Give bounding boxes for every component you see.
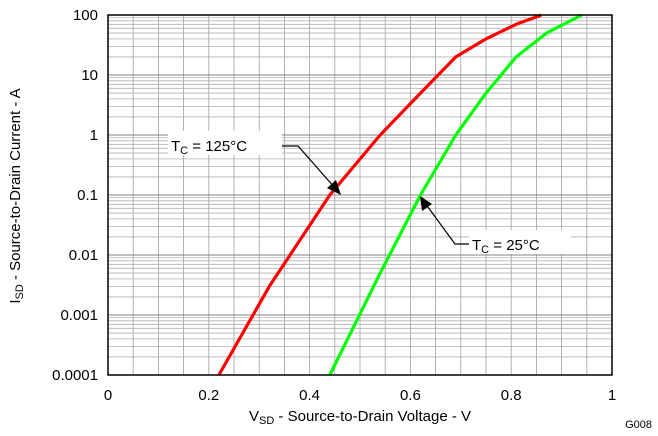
y-tick-labels: 0.0001 0.001 0.01 0.1 1 10 100 xyxy=(52,7,98,384)
x-tick-label: 0.2 xyxy=(198,387,219,404)
y-tick-label: 10 xyxy=(81,67,98,84)
y-tick-label: 0.001 xyxy=(60,307,98,324)
x-tick-labels: 0 0.2 0.4 0.6 0.8 1 xyxy=(104,387,616,404)
x-tick-label: 1 xyxy=(608,387,616,404)
callout-125c-box xyxy=(168,131,282,155)
callout-25c-box xyxy=(469,230,571,254)
callout-125c-text: TC = 125°C xyxy=(171,138,247,157)
series-layer xyxy=(217,13,583,376)
callout-25c-leader xyxy=(424,202,469,245)
y-tick-label: 1 xyxy=(90,127,98,144)
callout-125c-arrowhead xyxy=(327,180,341,195)
y-tick-label: 0.0001 xyxy=(52,367,98,384)
x-axis-label: VSD - Source-to-Drain Voltage - V xyxy=(249,408,471,427)
x-tick-label: 0.8 xyxy=(501,387,522,404)
x-tick-label: 0 xyxy=(104,387,112,404)
callout-25c: TC = 25°C xyxy=(420,196,571,256)
callout-25c-arrowhead xyxy=(420,196,432,211)
y-tick-label: 0.1 xyxy=(77,187,98,204)
callout-125c: TC = 125°C xyxy=(168,131,341,195)
grid-lines xyxy=(108,15,612,375)
y-tick-label: 0.01 xyxy=(69,247,98,264)
series-line-25c xyxy=(328,13,583,376)
callout-25c-text: TC = 25°C xyxy=(472,237,540,256)
y-tick-label: 100 xyxy=(73,7,98,24)
x-tick-label: 0.6 xyxy=(400,387,421,404)
y-axis-label: ISD - Source-to-Drain Current - A xyxy=(7,88,26,303)
figure-id: G008 xyxy=(625,419,652,431)
series-line-125c xyxy=(217,13,542,376)
plot-frame xyxy=(107,14,613,376)
callout-125c-leader xyxy=(282,145,336,189)
x-tick-label: 0.4 xyxy=(299,387,320,404)
